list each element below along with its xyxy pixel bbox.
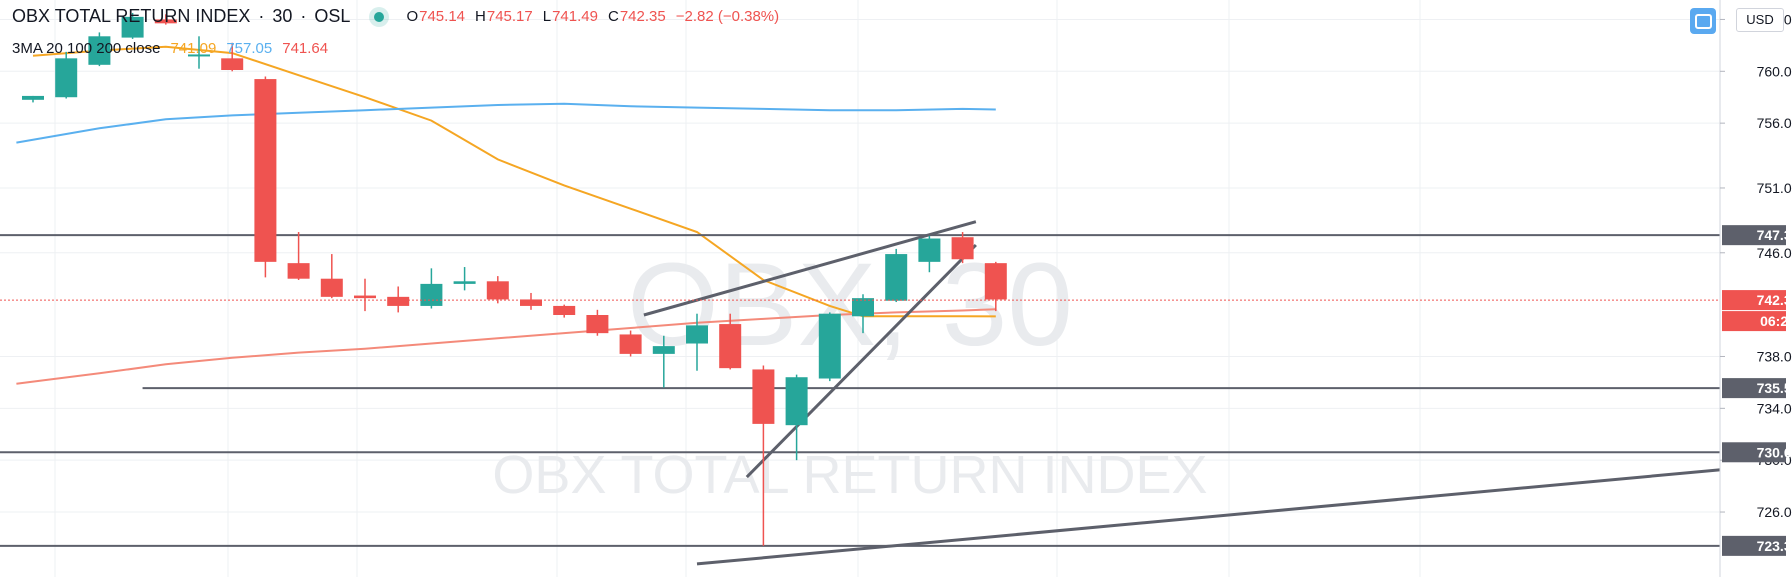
candle-body xyxy=(55,58,78,98)
candle-body xyxy=(453,281,476,284)
hline-price-label[interactable] xyxy=(1722,225,1786,246)
hline-price-text: 747.36 xyxy=(1757,227,1792,243)
high-key: H xyxy=(475,8,486,25)
candle-body xyxy=(885,254,908,301)
interval-label: 30 xyxy=(272,6,293,26)
horizontal-lines[interactable] xyxy=(0,234,1720,547)
auto-scale-button[interactable] xyxy=(1690,8,1716,34)
ma20-value: 741.09 xyxy=(170,40,217,57)
axis-tick-label: 746.00 xyxy=(1757,245,1792,261)
open-value: 745.14 xyxy=(419,8,466,25)
market-status-icon[interactable] xyxy=(374,11,385,22)
hline-price-text: 730.61 xyxy=(1757,444,1792,460)
ma200-value: 741.64 xyxy=(282,40,329,57)
axis-background xyxy=(1720,0,1792,577)
hline-price-label[interactable] xyxy=(1722,535,1786,556)
watermark-name: OBX TOTAL RETURN INDEX xyxy=(492,445,1207,505)
separator: · xyxy=(258,6,265,26)
candle-body xyxy=(22,95,44,100)
axis-tick-label: 760.00 xyxy=(1757,63,1792,79)
candle-body xyxy=(354,295,376,299)
candle-body xyxy=(154,19,177,24)
hline-price-text: 723.39 xyxy=(1757,538,1792,554)
close-key: C xyxy=(607,8,619,25)
indicator-legend[interactable]: 3MA 20 100 200 close 741.09 757.05 741.6… xyxy=(12,40,328,57)
symbol-title[interactable]: OBX TOTAL RETURN INDEX xyxy=(12,6,251,26)
axis-tick-label: 726.00 xyxy=(1757,504,1792,520)
ma20-line xyxy=(32,45,996,318)
candle-body xyxy=(320,278,343,297)
low-value: 741.49 xyxy=(552,8,598,25)
price-axis[interactable]: 764.00760.00756.00751.00746.00738.00734.… xyxy=(1719,0,1792,577)
trend-lines[interactable] xyxy=(643,220,1727,566)
trend-line[interactable] xyxy=(643,220,977,317)
candle-body xyxy=(984,263,1007,300)
hline-price-label[interactable] xyxy=(1722,442,1786,463)
axis-tick-label: 734.00 xyxy=(1757,400,1792,416)
candle-body xyxy=(520,299,542,306)
countdown-label xyxy=(1722,311,1786,332)
change-value: −2.82 (−0.38%) xyxy=(675,8,780,25)
candle-body xyxy=(619,334,642,354)
high-value: 745.17 xyxy=(486,8,533,25)
last-price-text: 742.35 xyxy=(1757,292,1792,308)
trend-line[interactable] xyxy=(696,467,1727,566)
trend-line[interactable] xyxy=(745,243,977,479)
candle-body xyxy=(818,313,841,379)
close-value: 742.35 xyxy=(619,8,666,25)
ma100-line xyxy=(16,102,996,144)
candle-body xyxy=(719,324,742,369)
exchange-label: OSL xyxy=(314,6,351,26)
countdown-text: 06:21 xyxy=(1760,313,1792,329)
candle-body xyxy=(287,263,310,279)
candle-body xyxy=(88,36,111,65)
candle-body xyxy=(254,79,277,262)
candle-body xyxy=(852,298,874,317)
axis-tick-label: 738.00 xyxy=(1757,348,1792,364)
currency-button[interactable]: USD xyxy=(1736,8,1784,32)
open-key: O xyxy=(406,8,419,25)
auto-scale-icon xyxy=(1694,13,1712,29)
hline-price-text: 735.56 xyxy=(1757,380,1792,396)
candle-body xyxy=(486,281,509,300)
watermark-symbol: OBX, 30 xyxy=(627,239,1073,371)
candle-body xyxy=(221,58,244,70)
hline-price-label[interactable] xyxy=(1722,378,1786,399)
candle-body xyxy=(652,346,675,354)
candle-body xyxy=(121,16,144,38)
candle-body xyxy=(686,325,708,344)
candles xyxy=(22,12,1007,546)
axis-tick-label: 756.00 xyxy=(1757,115,1792,131)
axis-tick-label: 751.00 xyxy=(1757,180,1792,196)
ohlc-values: O745.14 H745.17 L741.49 C742.35 −2.82 (−… xyxy=(406,8,779,25)
separator: · xyxy=(300,6,307,26)
low-key: L xyxy=(542,8,552,25)
candle-body xyxy=(188,54,210,57)
candle-body xyxy=(387,296,410,306)
candle-body xyxy=(951,237,974,260)
candle-body xyxy=(586,315,609,334)
candle-body xyxy=(918,238,941,262)
candle-body xyxy=(752,369,775,424)
candle-body xyxy=(785,377,808,426)
candle-body xyxy=(420,283,443,306)
legend-header: OBX TOTAL RETURN INDEX · 30 · OSL O745.1… xyxy=(12,6,779,27)
ma100-value: 757.05 xyxy=(226,40,273,57)
indicator-name: 3MA 20 100 200 close xyxy=(12,40,161,57)
candle-body xyxy=(553,305,576,315)
last-price-label xyxy=(1722,290,1786,311)
